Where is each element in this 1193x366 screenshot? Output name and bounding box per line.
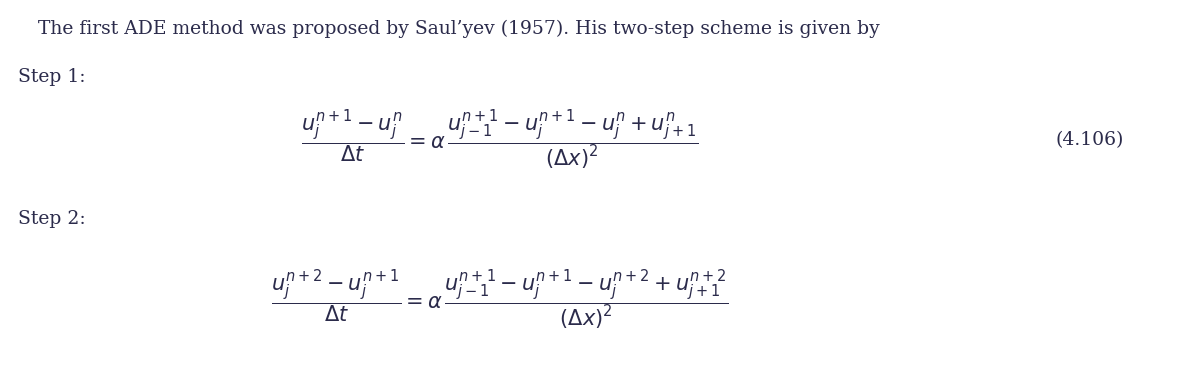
Text: Step 2:: Step 2: xyxy=(18,210,86,228)
Text: (4.106): (4.106) xyxy=(1056,131,1124,149)
Text: The first ADE method was proposed by Saul’yev (1957). His two-step scheme is giv: The first ADE method was proposed by Sau… xyxy=(38,20,879,38)
Text: $\dfrac{u_j^{n+2} - u_j^{n+1}}{\Delta t} = \alpha\,\dfrac{u_{j-1}^{n+1} - u_j^{n: $\dfrac{u_j^{n+2} - u_j^{n+1}}{\Delta t}… xyxy=(271,268,729,332)
Text: $\dfrac{u_j^{n+1} - u_j^{n}}{\Delta t} = \alpha\,\dfrac{u_{j-1}^{n+1} - u_j^{n+1: $\dfrac{u_j^{n+1} - u_j^{n}}{\Delta t} =… xyxy=(302,108,699,172)
Text: Step 1:: Step 1: xyxy=(18,68,86,86)
